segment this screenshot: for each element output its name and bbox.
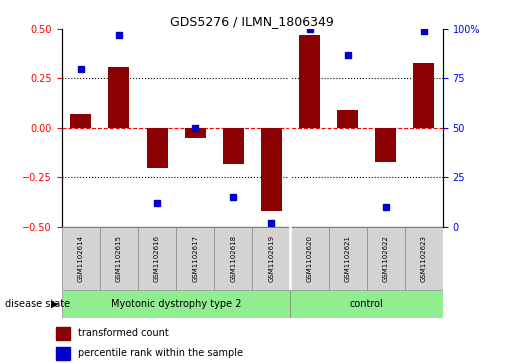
- Bar: [185, 128, 205, 138]
- FancyBboxPatch shape: [176, 227, 214, 290]
- Text: GSM1102614: GSM1102614: [78, 235, 84, 282]
- Text: ▶: ▶: [50, 299, 58, 309]
- Title: GDS5276 / ILMN_1806349: GDS5276 / ILMN_1806349: [170, 15, 334, 28]
- Bar: [337, 110, 358, 128]
- FancyBboxPatch shape: [367, 227, 405, 290]
- Text: GSM1102615: GSM1102615: [116, 235, 122, 282]
- Bar: [71, 114, 91, 128]
- Text: GSM1102618: GSM1102618: [230, 235, 236, 282]
- FancyBboxPatch shape: [290, 227, 329, 290]
- Text: GSM1102622: GSM1102622: [383, 235, 389, 282]
- FancyBboxPatch shape: [290, 290, 443, 318]
- Bar: [147, 128, 167, 167]
- FancyBboxPatch shape: [329, 227, 367, 290]
- Bar: [375, 128, 396, 162]
- Text: transformed count: transformed count: [78, 329, 168, 338]
- Text: GSM1102620: GSM1102620: [306, 235, 313, 282]
- FancyBboxPatch shape: [100, 227, 138, 290]
- Bar: [109, 67, 129, 128]
- Text: GSM1102619: GSM1102619: [268, 235, 274, 282]
- FancyBboxPatch shape: [138, 227, 176, 290]
- Text: percentile rank within the sample: percentile rank within the sample: [78, 348, 243, 359]
- Text: GSM1102617: GSM1102617: [192, 235, 198, 282]
- Bar: [299, 35, 320, 128]
- Bar: [414, 63, 434, 128]
- Text: GSM1102616: GSM1102616: [154, 235, 160, 282]
- Bar: [56, 327, 70, 339]
- Bar: [223, 128, 244, 164]
- Text: GSM1102621: GSM1102621: [345, 235, 351, 282]
- Bar: [56, 347, 70, 360]
- Text: GSM1102623: GSM1102623: [421, 235, 427, 282]
- FancyBboxPatch shape: [62, 227, 100, 290]
- FancyBboxPatch shape: [214, 227, 252, 290]
- Text: Myotonic dystrophy type 2: Myotonic dystrophy type 2: [111, 299, 242, 309]
- FancyBboxPatch shape: [405, 227, 443, 290]
- Text: control: control: [350, 299, 384, 309]
- FancyBboxPatch shape: [252, 227, 290, 290]
- FancyBboxPatch shape: [62, 290, 290, 318]
- Bar: [261, 128, 282, 211]
- Text: disease state: disease state: [5, 299, 70, 309]
